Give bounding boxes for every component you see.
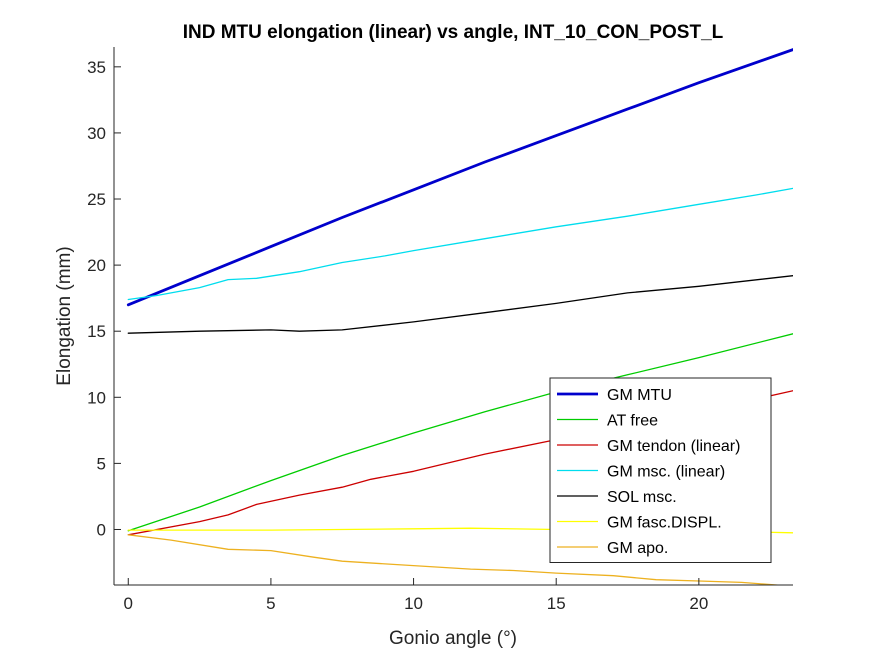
x-tick-label: 20: [689, 594, 708, 613]
plot-area: [126, 48, 793, 585]
y-tick-label: 10: [87, 388, 106, 407]
series-line-gm-apo: [127, 534, 785, 585]
chart-title: IND MTU elongation (linear) vs angle, IN…: [183, 22, 724, 43]
y-tick-label: 30: [87, 124, 106, 143]
legend: GM MTU AT free GM tendon (linear) GM msc. (…: [549, 377, 772, 563]
legend-label: SOL msc.: [607, 489, 677, 506]
y-tick-label: 0: [97, 520, 106, 539]
series-line-gm-msc-linear: [127, 187, 793, 301]
x-tick-label: 15: [547, 594, 566, 613]
legend-label: GM MTU: [607, 387, 672, 404]
x-axis-label: Gonio angle (°): [389, 628, 517, 649]
x-tick-label: 0: [124, 594, 133, 613]
x-tick-label: 10: [404, 594, 423, 613]
y-tick-label: 15: [87, 322, 106, 341]
series-line-sol-msc: [127, 275, 793, 334]
legend-label: GM tendon (linear): [607, 438, 740, 455]
legend-label: GM fasc.DISPL.: [607, 515, 722, 532]
x-tick-label: 5: [266, 594, 275, 613]
y-tick-label: 5: [97, 454, 106, 473]
series-layer: [126, 48, 793, 585]
axes-layer: [113, 47, 793, 586]
series-line-at-free: [127, 333, 793, 532]
y-axis-label: Elongation (mm): [54, 246, 75, 385]
series-line-gm-mtu: [126, 48, 793, 307]
legend-label: GM msc. (linear): [607, 464, 725, 481]
legend-label: AT free: [607, 413, 658, 430]
y-tick-label: 35: [87, 58, 106, 77]
y-tick-label: 20: [87, 256, 106, 275]
legend-label: GM apo.: [607, 540, 668, 557]
ticks-layer: 0 5 10 15 20 0 5 10 15 20 25 30 35: [87, 58, 708, 613]
y-tick-label: 25: [87, 190, 106, 209]
